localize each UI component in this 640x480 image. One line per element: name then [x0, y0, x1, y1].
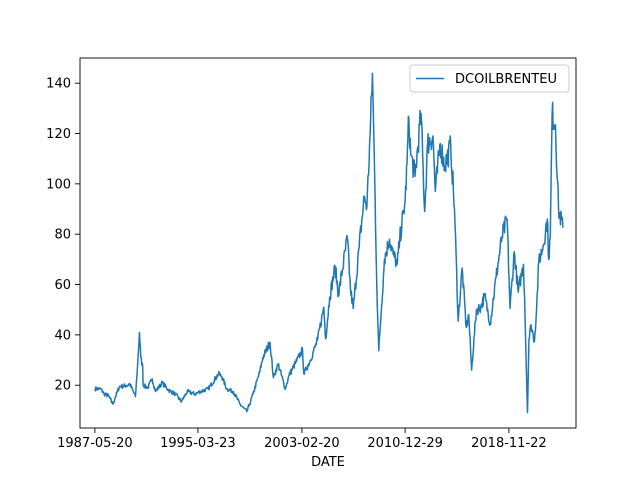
series-layer	[94, 72, 564, 414]
x-tick-label: 2010-12-29	[367, 436, 443, 451]
y-axis: 20 40 60 80 100 120 140	[46, 77, 80, 394]
y-tick-label: 60	[54, 278, 71, 293]
y-tick-label: 80	[54, 228, 71, 243]
y-tick-label: 140	[46, 77, 71, 92]
x-axis-label: DATE	[311, 455, 345, 470]
y-tick-label: 20	[54, 379, 71, 394]
plot-area	[80, 58, 576, 428]
y-tick-label: 120	[46, 127, 71, 142]
axes-layer	[79, 57, 577, 429]
plot-frame	[79, 57, 577, 429]
series-line-dcoilbrenteu	[94, 72, 564, 414]
legend-label: DCOILBRENTEU	[455, 72, 557, 87]
y-tick-label: 100	[46, 177, 71, 192]
x-tick-label: 2003-02-20	[264, 436, 340, 451]
x-tick-label: 1987-05-20	[57, 436, 133, 451]
y-tick-label: 40	[54, 328, 71, 343]
x-tick-label: 1995-03-23	[160, 436, 236, 451]
x-axis: 1987-05-20 1995-03-23 2003-02-20 2010-12-29…	[57, 428, 547, 451]
x-tick-label: 2018-11-22	[471, 436, 547, 451]
legend-box	[409, 64, 570, 93]
legend: DCOILBRENTEU	[409, 64, 570, 93]
